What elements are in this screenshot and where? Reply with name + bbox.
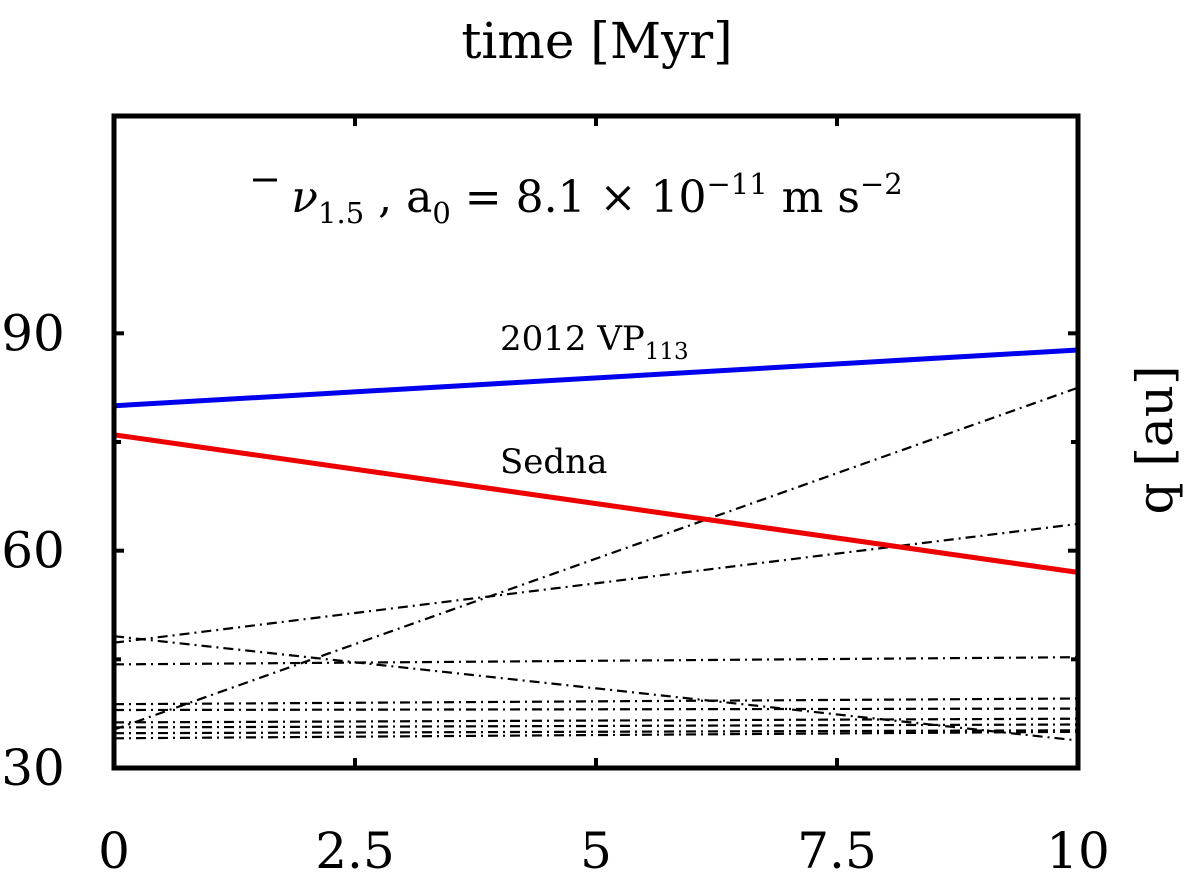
vp113-label-sub: 113 bbox=[645, 339, 689, 365]
annotation-nu-sub: 1.5 bbox=[318, 196, 364, 230]
sedna-label: Sedna bbox=[500, 442, 607, 482]
series-sedna bbox=[113, 432, 1079, 575]
x-tick-label: 10 bbox=[1046, 822, 1110, 872]
series-object-3 bbox=[113, 386, 1079, 731]
annotation-equation: = 8.1 × 10 bbox=[451, 172, 707, 223]
annotation-units: m s bbox=[768, 172, 860, 223]
series-object-6 bbox=[113, 656, 1079, 666]
series-object-8 bbox=[113, 707, 1079, 712]
series-object-5 bbox=[113, 635, 1079, 742]
annotation-middle: , a bbox=[364, 172, 432, 223]
x-tick-label: 2.5 bbox=[315, 822, 395, 872]
series-layer bbox=[113, 347, 1079, 742]
tick-layer: 0 2.5 5 7.5 10 30 60 90 bbox=[1, 116, 1110, 872]
plot-frame bbox=[111, 113, 1081, 771]
annotation-exponent: −11 bbox=[706, 167, 767, 201]
annotation-nu: ν bbox=[291, 172, 318, 223]
vp113-label-main: 2012 VP bbox=[500, 319, 645, 359]
y-tick-label: 90 bbox=[1, 304, 65, 362]
series-object-9 bbox=[113, 717, 1079, 724]
series-object-10 bbox=[113, 723, 1079, 729]
series-object-12 bbox=[113, 730, 1079, 740]
x-tick-label: 0 bbox=[98, 822, 130, 872]
y-tick-label: 60 bbox=[1, 522, 65, 580]
annotation: ν1.5 , a0 = 8.1 × 10−11 m s−2 bbox=[291, 167, 902, 230]
x-tick-label: 5 bbox=[580, 822, 612, 872]
series-object-4 bbox=[113, 522, 1079, 644]
annotation-units-exponent: −2 bbox=[860, 167, 903, 201]
series-object-11 bbox=[113, 729, 1079, 735]
x-axis-title: time [Myr] bbox=[461, 12, 732, 70]
y-tick-label: 30 bbox=[1, 739, 65, 797]
y-axis-title: q [au] bbox=[1126, 366, 1184, 515]
vp113-label: 2012 VP113 bbox=[500, 319, 689, 365]
series-2012-vp113 bbox=[113, 347, 1079, 409]
annotation-a-sub: 0 bbox=[432, 196, 450, 230]
x-tick-label: 7.5 bbox=[797, 822, 877, 872]
series-object-7 bbox=[113, 697, 1079, 706]
